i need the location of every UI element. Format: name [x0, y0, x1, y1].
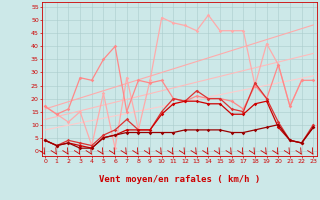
X-axis label: Vent moyen/en rafales ( km/h ): Vent moyen/en rafales ( km/h )	[99, 175, 260, 184]
